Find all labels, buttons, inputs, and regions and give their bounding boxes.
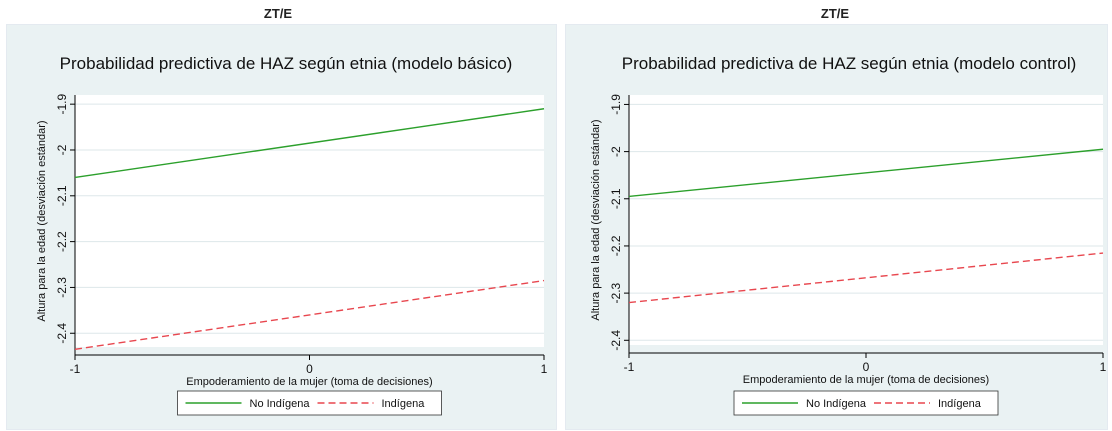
y-tick-label: -2 — [55, 144, 69, 155]
chart-panel-control: Probabilidad predictiva de HAZ según etn… — [565, 24, 1108, 430]
x-tick-label: 0 — [863, 360, 870, 374]
y-axis-label: Altura para la edad (desviación estándar… — [590, 119, 602, 320]
legend-label-indigena: Indígena — [938, 398, 982, 410]
series-line-indigena — [628, 252, 1104, 304]
chart-title: Probabilidad predictiva de HAZ según etn… — [622, 54, 1077, 73]
plot-area — [75, 95, 544, 347]
legend-label-indigena: Indígena — [382, 398, 426, 410]
plot-area — [629, 95, 1103, 345]
legend-label-no-indigena: No Indígena — [806, 398, 867, 410]
y-tick-label: -2.1 — [55, 185, 69, 206]
series-line-no-indigena — [628, 148, 1104, 198]
legend-label-no-indigena: No Indígena — [250, 398, 311, 410]
legend-box — [177, 390, 442, 416]
chart-control-svg: Probabilidad predictiva de HAZ según etn… — [566, 25, 1107, 429]
x-tick-label: 1 — [1100, 360, 1107, 374]
y-tick-label: -2.3 — [609, 282, 623, 303]
y-tick-label: -1.9 — [55, 94, 69, 115]
y-tick-label: -2.4 — [609, 330, 623, 351]
y-axis-label: Altura para la edad (desviación estándar… — [36, 120, 48, 321]
x-tick-label: 0 — [306, 362, 313, 376]
y-tick-label: -2.4 — [55, 323, 69, 344]
x-axis-label: Empoderamiento de la mujer (toma de deci… — [743, 374, 989, 386]
y-tick-label: -2.3 — [55, 277, 69, 298]
x-tick-label: 1 — [541, 362, 548, 376]
y-tick-label: -1.9 — [609, 94, 623, 115]
series-line-no-indigena — [74, 108, 545, 179]
panel-header-left: ZT/E — [263, 6, 293, 21]
y-tick-label: -2.2 — [55, 231, 69, 252]
x-tick-label: -1 — [70, 362, 81, 376]
chart-title: Probabilidad predictiva de HAZ según etn… — [60, 54, 513, 73]
y-tick-label: -2 — [609, 146, 623, 157]
x-axis-label: Empoderamiento de la mujer (toma de deci… — [186, 376, 432, 388]
y-tick-label: -2.2 — [609, 235, 623, 256]
x-tick-label: -1 — [624, 360, 635, 374]
chart-panel-basic: Probabilidad predictiva de HAZ según etn… — [6, 24, 557, 430]
panel-header-right: ZT/E — [820, 6, 850, 21]
series-line-indigena — [74, 279, 545, 350]
y-tick-label: -2.1 — [609, 188, 623, 209]
chart-basic-svg: Probabilidad predictiva de HAZ según etn… — [7, 25, 556, 429]
